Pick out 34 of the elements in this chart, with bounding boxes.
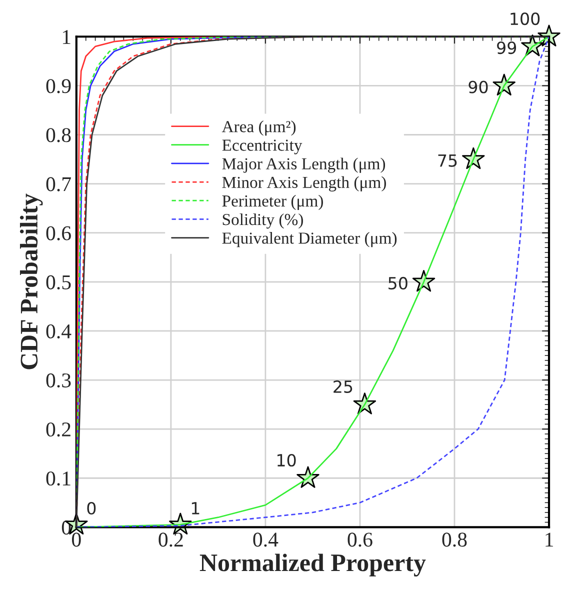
x-tick-label: 0 <box>72 532 81 547</box>
y-tick-label: 0.4 <box>46 324 72 338</box>
x-axis-title: Normalized Property <box>200 554 426 576</box>
legend-label: Minor Axis Length (μm) <box>222 176 386 192</box>
annotation: 1 <box>192 502 200 514</box>
x-tick-label: 0.4 <box>253 532 278 547</box>
x-tick-label: 0.2 <box>158 532 183 547</box>
annotation: 0 <box>87 502 96 515</box>
y-tick-label: 0.7 <box>46 177 71 192</box>
x-tick-label: 0.6 <box>348 532 372 547</box>
x-tick-label: 0.8 <box>442 532 467 547</box>
y-tick-label: 0.8 <box>46 128 71 142</box>
x-tick-label: 1 <box>546 532 553 546</box>
y-tick-label: 0.3 <box>46 373 71 388</box>
legend-label: Perimeter (μm) <box>222 194 323 210</box>
annotation: 25 <box>334 380 352 393</box>
annotation: 99 <box>497 41 516 54</box>
annotation: 90 <box>468 80 488 94</box>
y-tick-label: 1 <box>62 30 70 44</box>
annotation: 100 <box>510 12 540 26</box>
annotation: 50 <box>388 276 408 290</box>
legend-label: Equivalent Diameter (μm) <box>222 232 397 248</box>
legend-label: Eccentricity <box>222 140 302 154</box>
y-tick-label: 0.1 <box>46 471 70 486</box>
annotation: 75 <box>438 154 457 167</box>
y-tick-label: 0.9 <box>46 79 71 94</box>
y-tick-label: 0.2 <box>46 422 70 437</box>
y-tick-label: 0.5 <box>46 275 71 290</box>
y-tick-label: 0.6 <box>46 226 71 240</box>
legend-label: Major Axis Length (μm) <box>222 158 386 173</box>
annotation: 10 <box>278 454 296 467</box>
y-axis-title: CDF Probability <box>20 194 43 370</box>
legend-label: Solidity (%) <box>222 213 303 229</box>
legend-label: Area (μm²) <box>222 120 296 136</box>
